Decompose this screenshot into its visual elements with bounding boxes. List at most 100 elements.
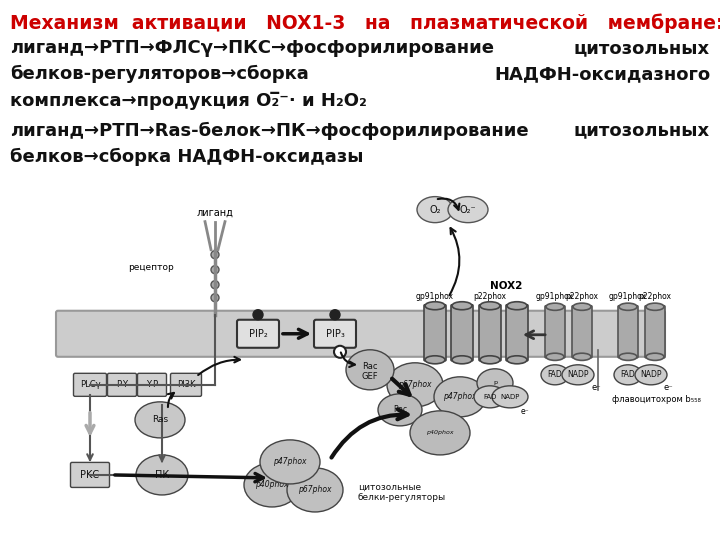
Text: NADP: NADP <box>567 370 589 379</box>
FancyBboxPatch shape <box>138 373 166 396</box>
FancyBboxPatch shape <box>171 373 202 396</box>
FancyBboxPatch shape <box>424 305 446 361</box>
Text: p67phox: p67phox <box>298 485 332 495</box>
Ellipse shape <box>448 197 488 222</box>
Ellipse shape <box>410 411 470 455</box>
Text: e⁻: e⁻ <box>591 383 600 392</box>
Text: цитозольные
белки-регуляторы: цитозольные белки-регуляторы <box>358 483 446 502</box>
Ellipse shape <box>573 303 591 310</box>
Ellipse shape <box>562 365 594 385</box>
Text: O₂⁻: O₂⁻ <box>459 205 477 214</box>
Text: FAD: FAD <box>548 370 562 379</box>
Circle shape <box>211 251 219 259</box>
Ellipse shape <box>573 353 591 360</box>
Circle shape <box>211 266 219 274</box>
Text: p: p <box>493 380 497 386</box>
Text: NADP: NADP <box>640 370 662 379</box>
FancyBboxPatch shape <box>572 306 592 358</box>
Text: белков-регуляторов→сборка: белков-регуляторов→сборка <box>10 65 309 83</box>
Ellipse shape <box>541 365 569 385</box>
Ellipse shape <box>619 353 637 360</box>
Text: Ras: Ras <box>152 415 168 424</box>
Ellipse shape <box>492 386 528 408</box>
FancyBboxPatch shape <box>71 462 109 488</box>
Ellipse shape <box>474 386 506 408</box>
Ellipse shape <box>507 302 527 310</box>
FancyBboxPatch shape <box>314 320 356 348</box>
Text: рецептор: рецептор <box>128 263 174 272</box>
Text: FAD: FAD <box>483 394 497 400</box>
Text: Rac: Rac <box>393 406 407 414</box>
Circle shape <box>211 294 219 302</box>
Text: белков→сборка НАДФН-оксидазы: белков→сборка НАДФН-оксидазы <box>10 147 364 166</box>
Circle shape <box>253 310 263 320</box>
Text: P-Y: P-Y <box>116 380 128 389</box>
Text: GEF: GEF <box>361 372 378 381</box>
Text: p67phox: p67phox <box>398 380 432 389</box>
Text: НАДФН-оксидазного: НАДФН-оксидазного <box>494 65 710 83</box>
Ellipse shape <box>546 353 564 360</box>
Circle shape <box>211 281 219 289</box>
Ellipse shape <box>434 377 486 417</box>
Ellipse shape <box>646 303 664 310</box>
Ellipse shape <box>614 365 642 385</box>
Text: лиганд→РТП→Ras-белок→ПК→фосфорилирование: лиганд→РТП→Ras-белок→ПК→фосфорилирование <box>10 122 528 139</box>
Text: p22phox: p22phox <box>474 292 506 301</box>
Text: Y-P: Y-P <box>146 380 158 389</box>
Ellipse shape <box>260 440 320 484</box>
Ellipse shape <box>546 303 564 310</box>
Text: флавоцитохром b₅₅₈: флавоцитохром b₅₅₈ <box>612 395 701 404</box>
Text: PKС: PKС <box>81 470 99 480</box>
FancyBboxPatch shape <box>618 306 638 358</box>
FancyBboxPatch shape <box>506 305 528 361</box>
Text: O₂: O₂ <box>429 205 441 214</box>
FancyBboxPatch shape <box>545 306 565 358</box>
Ellipse shape <box>135 402 185 438</box>
Ellipse shape <box>452 356 472 364</box>
Text: gp91phox: gp91phox <box>536 292 574 301</box>
Text: e⁻: e⁻ <box>663 383 672 392</box>
Text: цитозольных: цитозольных <box>574 39 710 57</box>
Text: PIP₂: PIP₂ <box>248 329 267 339</box>
FancyBboxPatch shape <box>237 320 279 348</box>
Ellipse shape <box>452 302 472 310</box>
Text: e⁻: e⁻ <box>521 407 529 416</box>
Ellipse shape <box>646 353 664 360</box>
Ellipse shape <box>619 303 637 310</box>
FancyBboxPatch shape <box>107 373 137 396</box>
Text: p47phox: p47phox <box>444 393 477 401</box>
Ellipse shape <box>346 350 394 390</box>
Text: gp91phox: gp91phox <box>416 292 454 301</box>
Ellipse shape <box>480 302 500 310</box>
Text: p40phox: p40phox <box>256 481 289 489</box>
Text: gp91phox: gp91phox <box>609 292 647 301</box>
FancyBboxPatch shape <box>645 306 665 358</box>
Text: Rac: Rac <box>362 362 378 372</box>
Text: p22phox: p22phox <box>565 292 598 301</box>
Circle shape <box>330 310 340 320</box>
Text: NADP: NADP <box>500 394 520 400</box>
Text: FAD: FAD <box>621 370 635 379</box>
Ellipse shape <box>287 468 343 512</box>
Ellipse shape <box>425 302 445 310</box>
Text: NOX2: NOX2 <box>490 281 523 291</box>
Ellipse shape <box>387 363 443 407</box>
Ellipse shape <box>417 197 453 222</box>
Ellipse shape <box>635 365 667 385</box>
Ellipse shape <box>378 394 422 426</box>
Text: PLCγ: PLCγ <box>80 380 100 389</box>
FancyBboxPatch shape <box>479 305 501 361</box>
Ellipse shape <box>507 356 527 364</box>
Text: PI3K: PI3K <box>176 380 195 389</box>
FancyBboxPatch shape <box>73 373 107 396</box>
Text: p22phox: p22phox <box>639 292 672 301</box>
Text: p40phox: p40phox <box>426 430 454 435</box>
Ellipse shape <box>136 455 188 495</box>
Ellipse shape <box>425 356 445 364</box>
Text: цитозольных: цитозольных <box>574 122 710 139</box>
Text: PIP₃: PIP₃ <box>325 329 344 339</box>
Ellipse shape <box>477 369 513 397</box>
Text: лиганд: лиганд <box>197 208 233 218</box>
FancyBboxPatch shape <box>56 310 665 357</box>
Text: ПК: ПК <box>155 470 169 480</box>
